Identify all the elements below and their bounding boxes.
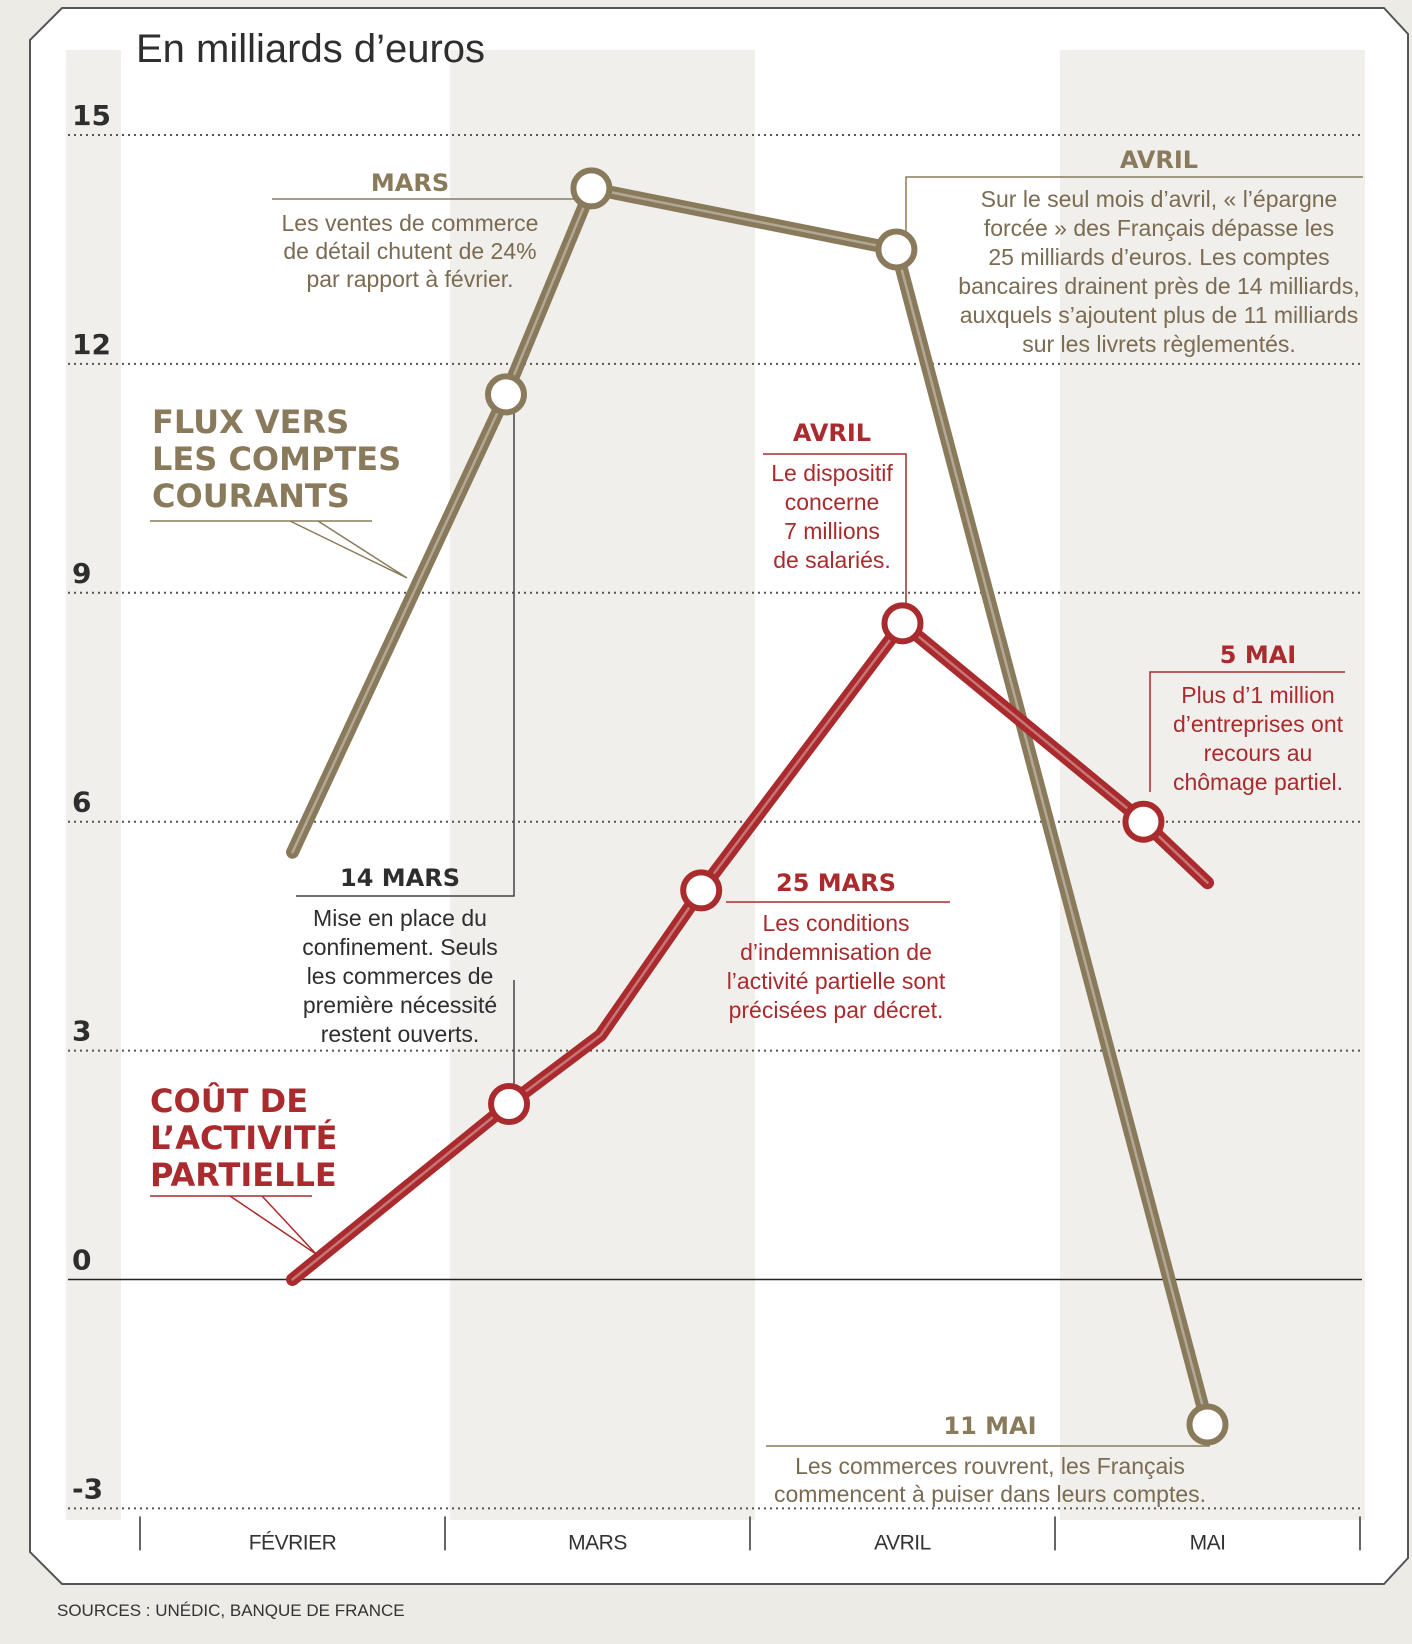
annotation-text-5-mai: chômage partiel. <box>1173 769 1343 795</box>
series-label-flux: LES COMPTES <box>152 440 401 478</box>
annotation-text-14-mars: Mise en place du <box>313 905 487 931</box>
annotation-text-14-mars: les commerces de <box>307 963 494 989</box>
y-tick-label: 12 <box>72 328 111 361</box>
series-label-cout: L’ACTIVITÉ <box>150 1119 338 1157</box>
annotation-text-25-mars: Les conditions <box>762 910 909 936</box>
annotation-heading-avril-cout: AVRIL <box>793 419 871 447</box>
month-band <box>450 50 755 1520</box>
data-point-ring <box>687 876 716 905</box>
data-point-ring <box>1193 1410 1222 1439</box>
x-tick-label: MARS <box>568 1531 627 1554</box>
flux-label-pointer <box>289 520 408 579</box>
annotation-heading-25-mars: 25 MARS <box>776 869 896 897</box>
annotation-heading-14-mars: 14 MARS <box>340 864 460 892</box>
annotation-text-25-mars: d’indemnisation de <box>740 939 932 965</box>
y-tick-label: -3 <box>72 1472 103 1505</box>
annotation-text-mars: Les ventes de commerce <box>282 210 539 236</box>
series-label-cout: COÛT DE <box>150 1081 308 1120</box>
annotation-text-avril-flux: forcée » des Français dépasse les <box>984 215 1334 241</box>
annotation-text-avril-cout: Le dispositif <box>771 460 893 486</box>
series-label-flux: COURANTS <box>152 477 350 515</box>
month-bands <box>66 50 1365 1520</box>
data-point-ring <box>1129 807 1158 836</box>
leader-avril-cout <box>763 453 907 612</box>
annotation-heading-5-mai: 5 MAI <box>1220 641 1296 669</box>
y-tick-label: 3 <box>72 1015 91 1048</box>
data-point-ring <box>882 235 911 264</box>
annotation-text-avril-cout: 7 millions <box>784 518 880 544</box>
annotation-text-5-mai: d’entreprises ont <box>1173 711 1344 737</box>
band-left-edge <box>66 50 121 1520</box>
y-tick-label: 0 <box>72 1244 91 1277</box>
annotation-text-avril-cout: concerne <box>785 489 880 515</box>
gridlines <box>68 134 1362 1510</box>
source-text: SOURCES : UNÉDIC, BANQUE DE FRANCE <box>57 1601 405 1620</box>
annotation-heading-11-mai: 11 MAI <box>943 1412 1036 1440</box>
y-tick-label: 9 <box>72 557 91 590</box>
annotation-text-avril-flux: 25 milliards d’euros. Les comptes <box>988 244 1329 270</box>
annotation-text-11-mai: commencent à puiser dans leurs comptes. <box>774 1481 1206 1507</box>
x-tick-label: FÉVRIER <box>249 1531 337 1554</box>
x-tick-label: MAI <box>1190 1531 1226 1554</box>
annotation-text-mars: de détail chutent de 24% <box>283 238 536 264</box>
month-band <box>1060 50 1365 1520</box>
x-axis: FÉVRIER MARS AVRIL MAI <box>139 1516 1361 1554</box>
annotation-text-avril-flux: Sur le seul mois d’avril, « l’épargne <box>981 186 1338 212</box>
annotation-text-5-mai: recours au <box>1204 740 1313 766</box>
x-tick-label: AVRIL <box>874 1531 931 1554</box>
annotation-text-14-mars: confinement. Seuls <box>302 934 498 960</box>
y-tick-label: 6 <box>72 786 91 819</box>
data-point-ring <box>492 380 520 409</box>
series-label-flux: FLUX VERS <box>152 403 349 441</box>
series-markers <box>485 167 1229 1446</box>
annotation-text-avril-flux: sur les livrets règlementés. <box>1022 331 1296 357</box>
annotation-text-avril-flux: auxquels s’ajoutent plus de 11 milliards <box>960 302 1358 328</box>
annotation-text-5-mai: Plus d’1 million <box>1181 682 1334 708</box>
chart-title: En milliards d’euros <box>136 27 485 71</box>
annotation-text-25-mars: l’activité partielle sont <box>727 968 946 994</box>
annotation-text-avril-cout: de salariés. <box>773 547 891 573</box>
y-axis: 15 12 9 6 3 0 -3 <box>72 99 111 1505</box>
annotation-text-mars: par rapport à février. <box>306 266 513 292</box>
leader-14-mars-top <box>296 392 515 897</box>
annotation-text-11-mai: Les commerces rouvrent, les Français <box>795 1453 1185 1479</box>
annotation-heading-mars: MARS <box>371 169 449 197</box>
series-label-cout: PARTIELLE <box>150 1156 337 1194</box>
annotation-heading-avril-flux: AVRIL <box>1120 146 1198 174</box>
leader-avril-flux <box>905 176 1363 237</box>
y-tick-label: 15 <box>72 99 111 132</box>
annotation-text-14-mars: restent ouverts. <box>321 1021 480 1047</box>
annotation-text-avril-flux: bancaires drainent près de 14 milliards, <box>958 273 1359 299</box>
annotation-text-14-mars: première nécessité <box>303 992 497 1018</box>
data-point-ring <box>888 609 917 638</box>
leader-5-mai <box>1149 671 1345 792</box>
data-point-ring <box>577 174 606 203</box>
data-point-ring <box>495 1090 524 1119</box>
annotation-text-25-mars: précisées par décret. <box>729 997 944 1023</box>
